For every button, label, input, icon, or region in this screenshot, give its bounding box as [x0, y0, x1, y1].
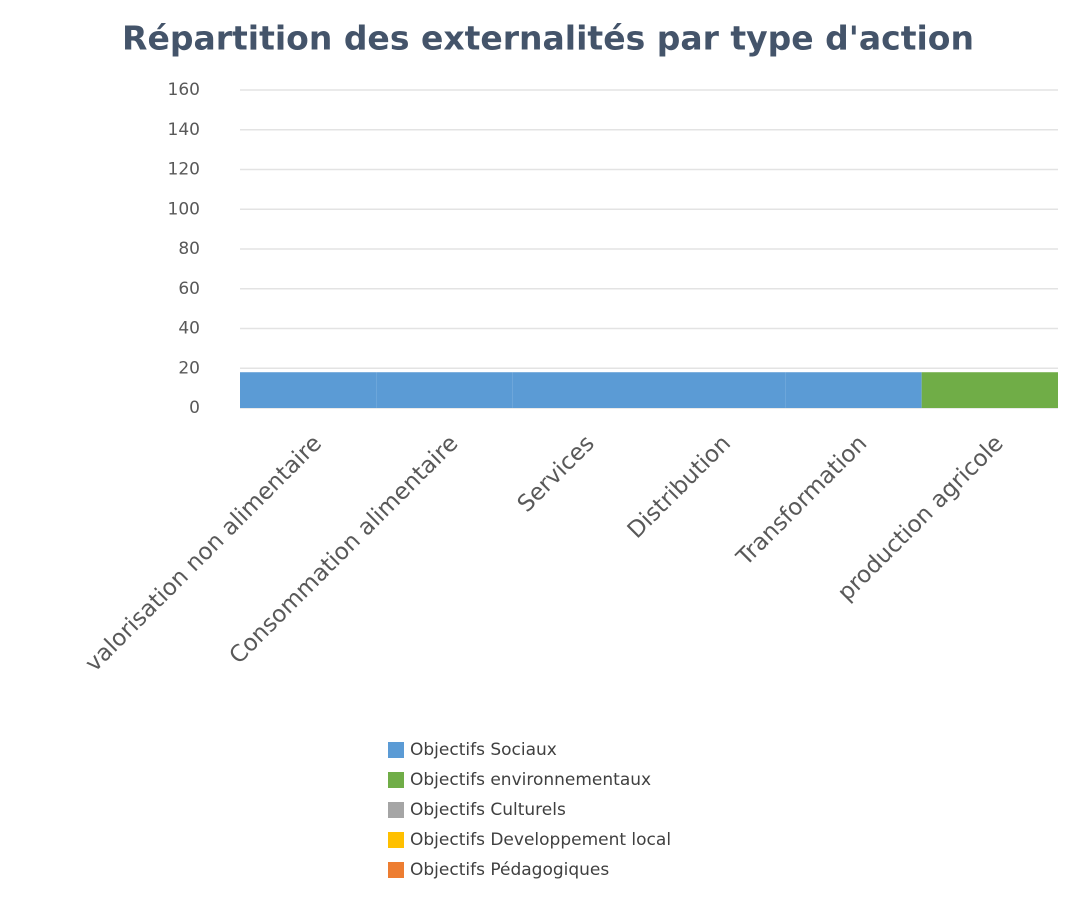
legend-label: Objectifs environnementaux: [410, 770, 651, 790]
legend-swatch: [388, 802, 404, 818]
y-tick-label: 60: [178, 279, 200, 299]
bar-segment: [785, 372, 922, 408]
bar-segment: [921, 372, 1058, 408]
bar-segment: [376, 372, 513, 408]
legend-swatch: [388, 832, 404, 848]
legend-label: Objectifs Sociaux: [410, 740, 557, 760]
bar-segment: [240, 372, 377, 408]
y-tick-label: 0: [189, 398, 200, 418]
y-tick-label: 80: [178, 239, 200, 259]
y-tick-label: 120: [168, 160, 200, 180]
legend-swatch: [388, 772, 404, 788]
legend-label: Objectifs Developpement local: [410, 830, 671, 850]
legend-label: Objectifs Pédagogiques: [410, 860, 609, 880]
legend-swatch: [388, 862, 404, 878]
y-tick-label: 20: [178, 358, 200, 378]
legend-label: Objectifs Culturels: [410, 800, 566, 820]
y-tick-label: 160: [168, 80, 200, 100]
y-tick-label: 140: [168, 120, 200, 140]
chart-title: Répartition des externalités par type d'…: [122, 19, 974, 58]
y-tick-label: 40: [178, 319, 200, 339]
legend-swatch: [388, 742, 404, 758]
bar-segment: [512, 372, 649, 408]
bar-segment: [649, 372, 786, 408]
y-tick-label: 100: [168, 199, 200, 219]
